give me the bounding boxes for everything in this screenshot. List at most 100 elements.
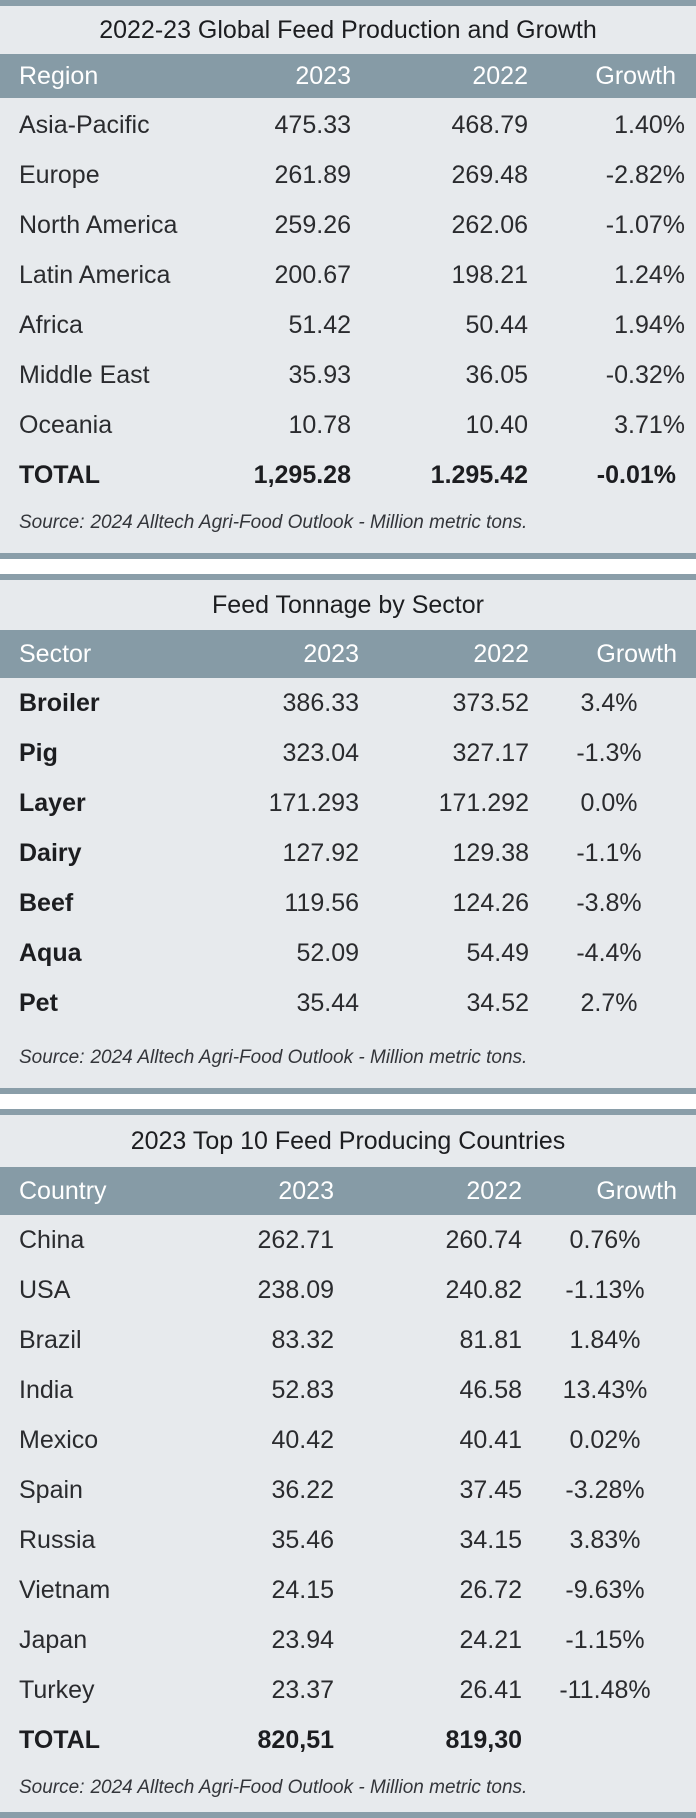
growth-value: -3.28% (565, 1475, 645, 1504)
table-row: USA 238.09 240.82 -1.13% (0, 1265, 696, 1315)
table-row: Asia-Pacific 475.33 468.79 1.40% (0, 100, 696, 150)
total-growth: -0.01% (596, 460, 676, 489)
growth-value: -1.15% (565, 1625, 645, 1654)
sector-name: Pig (19, 738, 58, 767)
sector-name: Broiler (19, 688, 100, 717)
column-header-growth: Growth (596, 639, 677, 668)
total-label: TOTAL (19, 1725, 101, 1754)
value-2022: 327.17 (452, 738, 529, 767)
country-name: Spain (19, 1475, 83, 1504)
region-name: Oceania (19, 410, 113, 439)
country-name: China (19, 1225, 85, 1254)
source-note: Source: 2024 Alltech Agri-Food Outlook -… (0, 1765, 696, 1810)
value-2022: 50.44 (465, 310, 528, 339)
source-note: Source: 2024 Alltech Agri-Food Outlook -… (0, 1028, 696, 1088)
table-row: Middle East 35.93 36.05 -0.32% (0, 350, 696, 400)
table-row: Aqua 52.09 54.49 -4.4% (0, 928, 696, 978)
table-row: Russia 35.46 34.15 3.83% (0, 1515, 696, 1565)
value-2022: 240.82 (445, 1275, 522, 1304)
table-row: Brazil 83.32 81.81 1.84% (0, 1315, 696, 1365)
region-name: North America (19, 210, 178, 239)
growth-value: 3.71% (614, 410, 685, 439)
value-2023: 171.293 (268, 788, 359, 817)
value-2022: 46.58 (459, 1375, 522, 1404)
source-label: Source: (19, 1776, 85, 1798)
growth-value: -1.1% (576, 838, 642, 867)
column-header-growth: Growth (596, 1176, 677, 1205)
growth-value: 13.43% (562, 1375, 648, 1404)
total-label: TOTAL (19, 460, 101, 489)
value-2023: 259.26 (274, 210, 351, 239)
total-2023: 1,295.28 (253, 460, 351, 489)
value-2023: 127.92 (282, 838, 359, 867)
source-label: Source: (19, 1047, 85, 1068)
value-2022: 129.38 (452, 838, 529, 867)
table-row: Pet 35.44 34.52 2.7% (0, 978, 696, 1028)
value-2023: 23.37 (271, 1675, 334, 1704)
value-2023: 323.04 (282, 738, 359, 767)
global-feed-production-panel: 2022-23 Global Feed Production and Growt… (0, 0, 696, 559)
section-gap (0, 559, 696, 574)
value-2023: 200.67 (274, 260, 351, 289)
growth-value: 1.24% (614, 260, 685, 289)
table-row: Latin America 200.67 198.21 1.24% (0, 250, 696, 300)
table-row: Turkey 23.37 26.41 -11.48% (0, 1665, 696, 1715)
value-2023: 83.32 (271, 1325, 334, 1354)
panel-title: Feed Tonnage by Sector (212, 590, 484, 619)
value-2023: 40.42 (271, 1425, 334, 1454)
value-2023: 261.89 (274, 160, 351, 189)
column-header-region: Region (19, 61, 99, 90)
growth-value: 1.94% (614, 310, 685, 339)
column-header-2023: 2023 (295, 61, 351, 90)
growth-value: 0.76% (569, 1225, 641, 1254)
sector-name: Dairy (19, 838, 82, 867)
country-name: Vietnam (19, 1575, 111, 1604)
value-2022: 171.292 (438, 788, 529, 817)
value-2022: 262.06 (451, 210, 528, 239)
value-2022: 373.52 (452, 688, 529, 717)
value-2022: 37.45 (459, 1475, 522, 1504)
column-header-2022: 2022 (473, 639, 529, 668)
growth-value: -2.82% (605, 160, 685, 189)
growth-value: -0.32% (605, 360, 685, 389)
table-row: Spain 36.22 37.45 -3.28% (0, 1465, 696, 1515)
value-2022: 198.21 (451, 260, 528, 289)
column-header-2022: 2022 (466, 1176, 522, 1205)
table-row: China 262.71 260.74 0.76% (0, 1215, 696, 1265)
value-2022: 54.49 (466, 938, 529, 967)
sector-name: Pet (19, 988, 58, 1017)
table-body: Broiler 386.33 373.52 3.4% Pig 323.04 32… (0, 678, 696, 1028)
table-row: Mexico 40.42 40.41 0.02% (0, 1415, 696, 1465)
growth-value: -1.07% (605, 210, 685, 239)
country-name: India (19, 1375, 74, 1404)
table-row: Europe 261.89 269.48 -2.82% (0, 150, 696, 200)
growth-value: 1.40% (614, 110, 685, 139)
table-body: Asia-Pacific 475.33 468.79 1.40% Europe … (0, 98, 696, 500)
value-2023: 386.33 (282, 688, 359, 717)
value-2023: 23.94 (271, 1625, 334, 1654)
column-header-growth: Growth (595, 61, 676, 90)
growth-value: 0.02% (569, 1425, 641, 1454)
table-header: Sector 2023 2022 Growth (0, 630, 696, 678)
growth-value: -3.8% (576, 888, 642, 917)
value-2022: 34.15 (459, 1525, 522, 1554)
value-2023: 10.78 (288, 410, 351, 439)
total-row: TOTAL 820,51 819,30 (0, 1715, 696, 1765)
panel-title: 2023 Top 10 Feed Producing Countries (130, 1126, 566, 1155)
column-header-2023: 2023 (303, 639, 359, 668)
region-name: Europe (19, 160, 100, 189)
value-2023: 35.93 (288, 360, 351, 389)
value-2023: 52.09 (296, 938, 359, 967)
value-2023: 35.44 (296, 988, 359, 1017)
total-2022: 1.295.42 (430, 460, 528, 489)
table-row: Oceania 10.78 10.40 3.71% (0, 400, 696, 450)
growth-value: 3.83% (569, 1525, 641, 1554)
growth-value: 1.84% (569, 1325, 641, 1354)
growth-value: -11.48% (559, 1675, 651, 1704)
growth-value: -9.63% (565, 1575, 645, 1604)
value-2022: 81.81 (459, 1325, 522, 1354)
country-name: Brazil (19, 1325, 82, 1354)
growth-value: -4.4% (576, 938, 642, 967)
value-2022: 10.40 (465, 410, 528, 439)
value-2022: 24.21 (459, 1625, 522, 1654)
